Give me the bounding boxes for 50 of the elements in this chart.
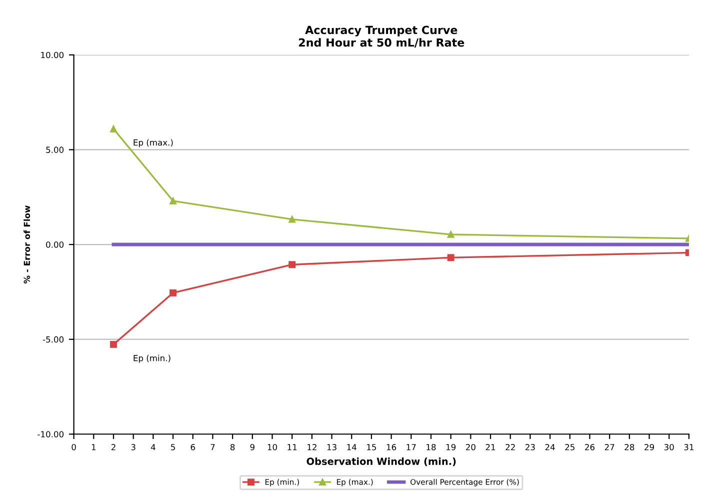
x-tick-label: 12 xyxy=(308,444,316,450)
x-tick-label: 6 xyxy=(190,444,195,450)
chart-title: Accuracy Trumpet Curve 2nd Hour at 50 mL/hr Rate xyxy=(298,26,464,48)
x-tick-label: 18 xyxy=(426,444,436,450)
x-tick-label: 13 xyxy=(327,444,336,450)
x-tick-label: 0 xyxy=(72,444,76,450)
x-axis-title: Observation Window (min.) xyxy=(306,457,456,466)
point xyxy=(110,125,117,132)
point xyxy=(447,230,454,238)
point xyxy=(447,254,454,262)
x-tick-label: 5 xyxy=(171,444,175,450)
y-tick-label: -10.00 xyxy=(38,431,64,438)
x-tick-label: 9 xyxy=(250,444,254,450)
x-tick-label: 27 xyxy=(604,444,614,450)
x-tick-label: 22 xyxy=(506,444,515,450)
y-axis-title: % - Error of Flow xyxy=(24,206,30,284)
point xyxy=(288,216,296,223)
y-tick-label: -5.00 xyxy=(42,336,64,343)
x-tick-label: 4 xyxy=(150,444,156,450)
point xyxy=(170,289,176,296)
x-tick-label: 14 xyxy=(347,444,356,450)
x-tick-label: 30 xyxy=(664,444,674,450)
y-tick-label: 5.00 xyxy=(46,146,64,153)
x-tick-label: 26 xyxy=(585,444,595,450)
x-tick-label: 7 xyxy=(210,444,215,450)
x-tick-label: 21 xyxy=(486,444,496,450)
x-tick-label: 23 xyxy=(526,444,535,450)
annotation: Ep (max.) xyxy=(134,139,173,148)
x-tick-label: 19 xyxy=(446,444,456,450)
x-tick-label: 24 xyxy=(545,444,555,450)
x-tick-label: 28 xyxy=(624,444,634,450)
x-tick-label: 17 xyxy=(406,444,416,450)
x-tick-label: 16 xyxy=(386,444,396,450)
x-tick-label: 20 xyxy=(466,444,476,450)
y-tick-label: 0.00 xyxy=(46,241,64,248)
x-tick-label: 29 xyxy=(644,444,654,450)
annotation: Ep (min.) xyxy=(134,354,170,363)
x-tick-label: 1 xyxy=(92,444,96,450)
point xyxy=(110,340,117,348)
x-tick-label: 3 xyxy=(131,444,136,450)
x-tick-label: 25 xyxy=(565,444,574,450)
x-tick-label: 15 xyxy=(367,444,376,450)
x-tick-label: 2 xyxy=(111,444,116,450)
x-tick-label: 10 xyxy=(268,444,277,450)
point xyxy=(170,197,176,204)
x-tick-label: 8 xyxy=(230,444,235,450)
point xyxy=(288,261,296,268)
x-tick-label: 31 xyxy=(684,444,694,450)
y-tick-label: 10.00 xyxy=(41,52,64,58)
x-tick-label: 11 xyxy=(288,444,297,450)
